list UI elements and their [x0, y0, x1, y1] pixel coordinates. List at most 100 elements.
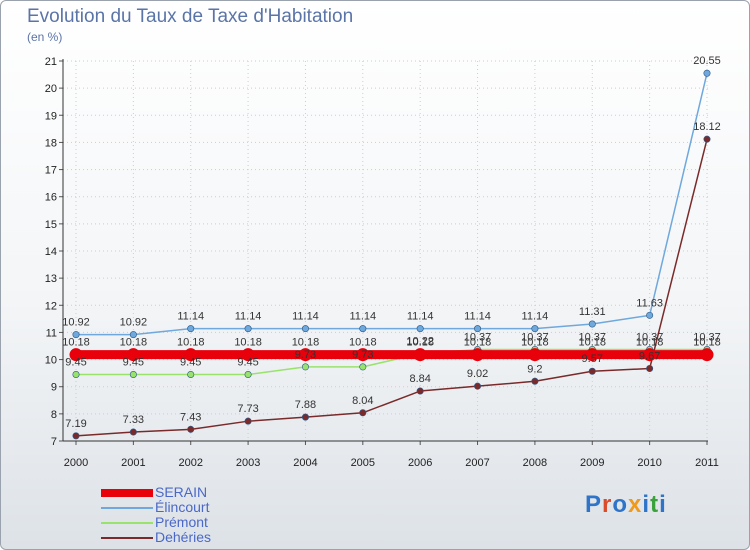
data-point-premont	[360, 364, 366, 370]
y-tick-label: 9	[51, 382, 57, 394]
data-point-elincourt	[646, 312, 652, 318]
data-label-premont: 10.37	[464, 332, 492, 344]
x-tick-label: 2009	[580, 457, 604, 469]
data-label-serain: 10.18	[292, 337, 320, 349]
data-label-elincourt: 11.14	[407, 311, 434, 323]
data-label-elincourt: 10.92	[120, 317, 148, 329]
data-label-serain: 10.18	[234, 337, 262, 349]
data-label-deheries: 7.19	[65, 418, 86, 430]
data-point-elincourt	[417, 325, 423, 331]
data-point-premont	[188, 371, 194, 377]
logo-letter: P	[585, 491, 602, 519]
data-label-premont: 9.45	[180, 357, 201, 369]
data-label-elincourt: 11.14	[522, 311, 549, 323]
x-tick-label: 2010	[637, 457, 661, 469]
series-elincourt	[73, 70, 710, 338]
y-tick-label: 8	[51, 409, 57, 421]
data-label-elincourt: 20.55	[693, 55, 721, 67]
legend-label-elincourt: Élincourt	[155, 500, 209, 515]
data-point-elincourt	[245, 325, 251, 331]
data-label-premont: 10.37	[521, 332, 549, 344]
logo-letter: o	[612, 491, 628, 519]
data-point-elincourt	[360, 325, 366, 331]
legend-item-elincourt: Élincourt	[101, 500, 211, 515]
series-deheries	[73, 136, 710, 439]
series-line-elincourt	[76, 73, 707, 334]
x-tick-label: 2008	[523, 457, 547, 469]
data-point-elincourt	[188, 325, 194, 331]
data-label-premont: 9.45	[237, 357, 258, 369]
logo-letter: r	[602, 491, 612, 519]
x-tick-label: 2003	[236, 457, 260, 469]
legend-item-premont: Prémont	[101, 515, 211, 530]
data-label-serain: 10.18	[349, 337, 377, 349]
data-point-deheries	[130, 429, 136, 435]
data-label-serain: 10.18	[177, 337, 205, 349]
data-label-elincourt: 11.63	[636, 297, 663, 309]
proxiti-logo: Proxiti	[585, 491, 667, 519]
legend-swatch-deheries	[101, 537, 153, 539]
logo-letter: i	[659, 491, 667, 519]
data-point-deheries	[302, 414, 308, 420]
y-tick-label: 19	[45, 110, 57, 122]
data-label-deheries: 8.84	[409, 373, 430, 385]
x-tick-label: 2001	[121, 457, 145, 469]
data-label-deheries: 8.04	[352, 395, 373, 407]
legend-swatch-premont	[101, 522, 153, 524]
data-point-deheries	[646, 365, 652, 371]
data-label-elincourt: 10.92	[62, 317, 90, 329]
data-label-elincourt: 11.14	[177, 311, 204, 323]
data-point-elincourt	[302, 325, 308, 331]
data-point-deheries	[188, 426, 194, 432]
data-label-premont: 10.37	[579, 332, 607, 344]
data-point-elincourt	[589, 321, 595, 327]
data-label-elincourt: 11.14	[464, 311, 491, 323]
legend-label-premont: Prémont	[155, 515, 208, 530]
logo-letter: x	[628, 491, 642, 519]
data-label-serain: 10.18	[62, 337, 90, 349]
legend-label-deheries: Dehéries	[155, 530, 211, 545]
data-label-elincourt: 11.14	[235, 311, 262, 323]
data-label-deheries: 7.88	[295, 399, 316, 411]
data-label-deheries: 9.02	[467, 368, 488, 380]
data-label-deheries: 9.57	[582, 353, 603, 365]
data-point-deheries	[532, 378, 538, 384]
data-label-elincourt: 11.14	[349, 311, 376, 323]
y-tick-label: 12	[45, 300, 57, 312]
y-tick-label: 7	[51, 436, 57, 448]
legend: SERAIN Élincourt Prémont Dehéries	[101, 485, 211, 545]
data-point-premont	[302, 364, 308, 370]
x-tick-label: 2002	[178, 457, 202, 469]
y-tick-label: 21	[45, 56, 57, 68]
x-tick-label: 2004	[293, 457, 317, 469]
legend-swatch-serain	[101, 489, 153, 497]
data-label-premont: 10.22	[406, 336, 434, 348]
data-label-serain: 10.18	[120, 337, 148, 349]
legend-item-deheries: Dehéries	[101, 530, 211, 545]
data-label-deheries: 9.67	[639, 351, 660, 363]
data-point-premont	[130, 371, 136, 377]
y-tick-label: 15	[45, 219, 57, 231]
chart-frame: Evolution du Taux de Taxe d'Habitation (…	[0, 0, 750, 550]
data-label-elincourt: 11.31	[579, 306, 606, 318]
x-tick-label: 2000	[64, 457, 88, 469]
data-point-elincourt	[704, 70, 710, 76]
data-point-premont	[73, 371, 79, 377]
y-tick-label: 13	[45, 273, 57, 285]
data-label-premont: 9.45	[123, 357, 144, 369]
data-point-serain	[471, 348, 484, 361]
data-point-serain	[701, 348, 714, 361]
data-point-deheries	[589, 368, 595, 374]
data-label-elincourt: 11.14	[292, 311, 319, 323]
x-tick-label: 2011	[695, 457, 719, 469]
data-label-deheries: 7.33	[123, 414, 144, 426]
data-point-deheries	[245, 418, 251, 424]
data-point-deheries	[417, 388, 423, 394]
x-tick-label: 2006	[408, 457, 432, 469]
data-point-deheries	[360, 410, 366, 416]
data-label-premont: 9.73	[352, 349, 373, 361]
logo-letter: t	[650, 491, 659, 519]
y-tick-label: 11	[46, 327, 57, 339]
data-label-deheries: 7.43	[180, 411, 201, 423]
y-tick-label: 20	[45, 83, 57, 95]
